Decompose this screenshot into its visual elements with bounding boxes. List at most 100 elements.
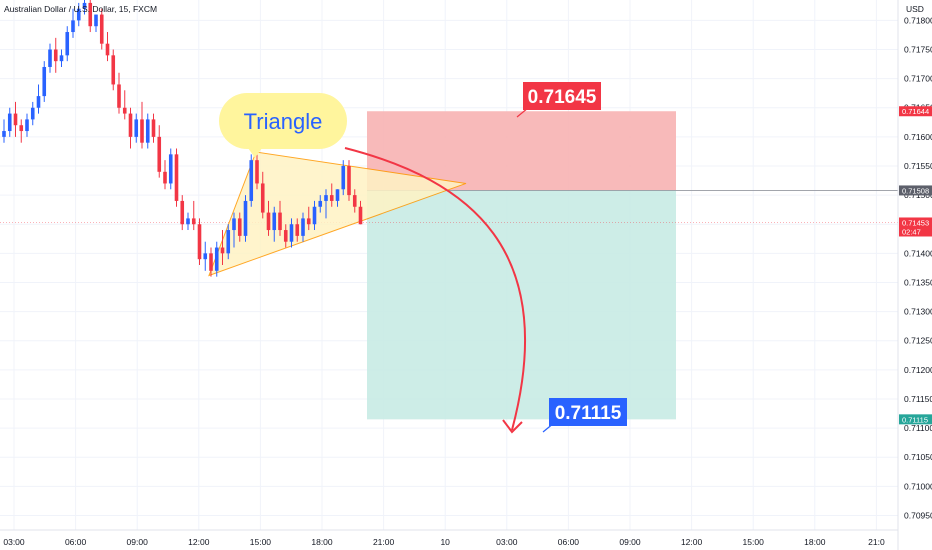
candle-body (237, 218, 242, 236)
candle-body (71, 20, 75, 33)
candle-body (289, 224, 294, 242)
price-tick: 0.71350 (904, 277, 932, 287)
price-tick: 0.71550 (904, 161, 932, 171)
candle (352, 189, 357, 213)
candle (209, 247, 213, 277)
candle (99, 8, 104, 50)
candle-body (151, 119, 156, 137)
candle (94, 14, 98, 33)
candle-body (232, 218, 236, 231)
candle (237, 212, 242, 242)
candle (2, 119, 6, 143)
price-axis: 0.718000.717500.717000.716500.716000.715… (897, 0, 932, 550)
entry-price-tag-text: 0.71508 (902, 186, 929, 195)
candle (180, 195, 185, 231)
candle-body (163, 171, 167, 184)
triangle-label: Triangle (219, 93, 347, 158)
candle-body (134, 119, 139, 137)
candle-body (59, 55, 64, 62)
candle-body (341, 165, 346, 190)
current-price-tag-bg (899, 217, 932, 237)
candle (76, 2, 81, 27)
time-tick: 03:00 (3, 537, 25, 547)
pattern-label: Triangle (244, 109, 323, 134)
stop-callout-value: 0.71645 (528, 87, 597, 108)
current-price-tag-countdown: 02:47 (902, 227, 921, 236)
time-tick: 21:00 (373, 537, 395, 547)
candle-body (30, 107, 35, 120)
candle (318, 195, 323, 213)
price-tick: 0.71600 (904, 132, 932, 142)
candle (168, 148, 173, 190)
candle (122, 90, 127, 120)
time-tick: 18:00 (804, 537, 826, 547)
candle (174, 148, 179, 207)
stop-callout: 0.71645 (516, 82, 601, 118)
candle (306, 206, 311, 231)
candle-body (295, 224, 300, 236)
candle (65, 26, 70, 62)
target-price-tag-bg (899, 414, 932, 425)
candle (19, 119, 24, 143)
candle-body (335, 189, 340, 201)
candle-body (105, 43, 110, 56)
candle-body (65, 32, 70, 56)
candle (272, 206, 277, 242)
price-tick: 0.71700 (904, 74, 932, 84)
candle-body (318, 200, 323, 207)
stop-price-tag-bg (899, 106, 932, 117)
candle-body (249, 160, 254, 201)
chart-title: Australian Dollar / U.S. Dollar, 15, FXC… (4, 4, 157, 14)
candle (140, 101, 144, 149)
candle (117, 72, 121, 114)
candle (111, 49, 116, 91)
stop-price-tag: 0.71644 (899, 106, 932, 117)
candle (191, 200, 196, 231)
candle (335, 189, 340, 207)
candle-body (88, 2, 93, 27)
candle (105, 32, 110, 62)
candle-body (94, 14, 98, 27)
candle-body (352, 195, 357, 207)
candle (53, 37, 58, 73)
candle-body (283, 230, 288, 242)
currency-label: USD (906, 4, 924, 14)
current-price-tag-text: 0.71453 (902, 218, 929, 227)
candle (134, 113, 139, 143)
candle (278, 200, 282, 236)
price-tick: 0.71800 (904, 15, 932, 25)
candle (36, 84, 41, 114)
price-tick: 0.71050 (904, 452, 932, 462)
pill-pointer (248, 148, 262, 158)
candle (347, 160, 351, 201)
time-tick: 18:00 (311, 537, 333, 547)
candle (289, 218, 294, 248)
candle-body (168, 154, 173, 184)
price-tick: 0.70950 (904, 510, 932, 520)
entry-price-tag-bg (899, 185, 932, 196)
candle-body (128, 113, 133, 137)
candle (295, 218, 300, 242)
candle (214, 241, 219, 277)
time-tick: 10 (440, 537, 450, 547)
candle (266, 200, 271, 236)
candle (226, 224, 231, 260)
target-callout: 0.71115 (542, 398, 627, 433)
price-tick: 0.71300 (904, 307, 932, 317)
candle-body (53, 49, 58, 62)
candle (157, 125, 162, 178)
candle (341, 160, 346, 196)
overlay: Triangle 0.71645 0.71115 (219, 82, 627, 434)
candle-body (358, 206, 363, 225)
candle-body (19, 125, 24, 132)
candle-body (324, 195, 328, 201)
candle (163, 160, 167, 190)
candle-body (36, 96, 41, 108)
price-tick: 0.71750 (904, 45, 932, 55)
candle (7, 107, 12, 137)
target-callout-box (549, 398, 627, 426)
stop-callout-box (523, 82, 601, 110)
triangle-pattern (208, 151, 467, 277)
time-tick: 03:00 (496, 537, 518, 547)
